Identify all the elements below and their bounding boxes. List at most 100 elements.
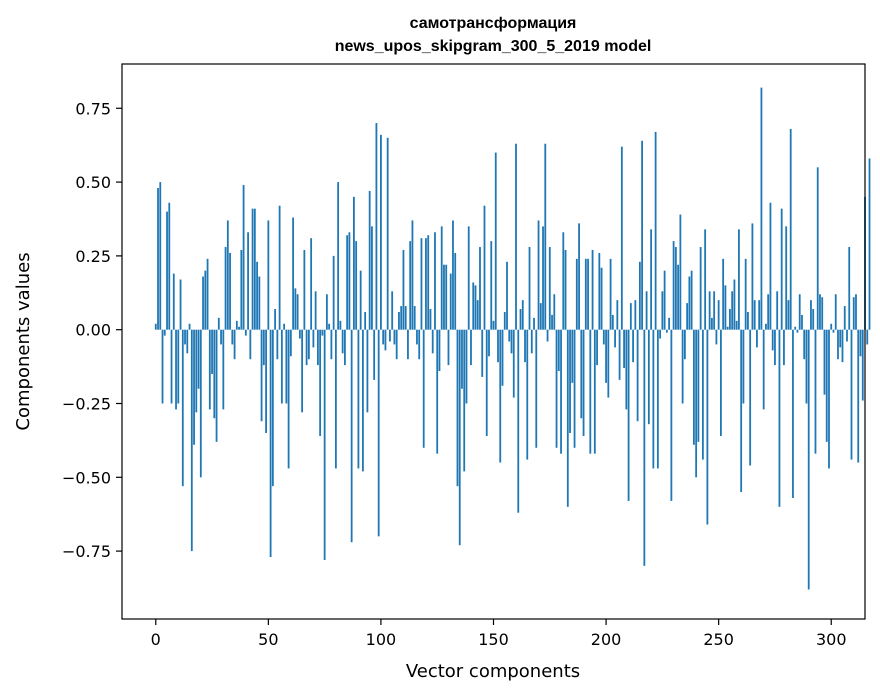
bar-26: [213, 329, 216, 419]
bar-276: [776, 291, 779, 330]
bar-238: [690, 270, 693, 330]
bar-110: [402, 249, 405, 330]
bar-88: [353, 196, 355, 330]
x-tick-label: 200: [591, 630, 622, 649]
bar-96: [371, 226, 373, 330]
bar-102: [384, 329, 387, 351]
bar-247: [711, 317, 713, 330]
bar-107: [395, 329, 398, 360]
bar-67: [305, 329, 308, 366]
bar-173: [544, 143, 547, 330]
bar-308: [848, 247, 851, 330]
bar-274: [771, 329, 774, 351]
bar-291: [810, 300, 812, 330]
bar-311: [855, 294, 857, 330]
bar-30: [222, 329, 225, 410]
bar-194: [591, 249, 594, 330]
bar-199: [602, 329, 605, 345]
bar-209: [625, 329, 628, 410]
bar-266: [753, 300, 756, 330]
bar-45: [256, 261, 258, 330]
bar-117: [418, 329, 421, 360]
bar-20: [199, 329, 202, 478]
bar-182: [564, 249, 567, 330]
bar-303: [837, 329, 839, 360]
bar-25: [211, 329, 213, 374]
bar-257: [733, 279, 736, 330]
bar-297: [823, 329, 826, 395]
bar-73: [319, 329, 322, 436]
bar-28: [217, 317, 220, 330]
bar-310: [852, 297, 855, 330]
bar-192: [587, 258, 589, 330]
bar-94: [366, 329, 369, 413]
bar-82: [339, 320, 342, 330]
bar-260: [740, 329, 743, 493]
bar-37: [238, 326, 240, 330]
bar-231: [674, 247, 677, 330]
bar-202: [609, 258, 612, 330]
bar-114: [411, 220, 414, 330]
bar-269: [760, 87, 763, 330]
bar-140: [470, 329, 472, 366]
bar-277: [778, 329, 781, 507]
bar-66: [303, 249, 306, 330]
bar-75: [323, 329, 326, 560]
bar-65: [301, 329, 304, 413]
bar-316: [866, 329, 869, 345]
bar-241: [697, 329, 700, 442]
bar-281: [787, 300, 790, 330]
bar-71: [314, 291, 317, 330]
bar-189: [580, 329, 583, 419]
bar-286: [798, 294, 801, 330]
bar-307: [846, 329, 848, 342]
bar-35: [233, 329, 236, 360]
bar-122: [429, 309, 432, 330]
bar-272: [767, 294, 770, 330]
bar-127: [440, 226, 443, 330]
bar-43: [251, 208, 254, 330]
bar-13: [184, 329, 186, 345]
bar-278: [780, 208, 783, 330]
bar-312: [857, 329, 860, 463]
bar-70: [312, 329, 315, 348]
bar-2: [159, 182, 162, 330]
bar-217: [643, 329, 646, 566]
bar-213: [634, 300, 637, 330]
bar-147: [485, 329, 488, 436]
bar-136: [461, 329, 463, 389]
bar-223: [656, 329, 659, 469]
bar-58: [285, 329, 288, 404]
bar-169: [535, 329, 538, 448]
bar-84: [344, 329, 346, 366]
bar-203: [611, 314, 614, 330]
bar-99: [377, 329, 380, 537]
bar-146: [483, 205, 486, 330]
bar-93: [364, 311, 367, 330]
bar-210: [627, 329, 630, 501]
bar-24: [208, 329, 211, 410]
bar-268: [758, 300, 761, 330]
bar-22: [204, 270, 207, 330]
bar-165: [526, 329, 529, 460]
bar-184: [569, 329, 571, 434]
bar-234: [681, 329, 684, 404]
bar-92: [362, 329, 364, 472]
bar-142: [474, 285, 477, 330]
bar-16: [190, 329, 193, 552]
bar-74: [321, 329, 324, 336]
bar-148: [488, 329, 490, 357]
bar-69: [310, 238, 313, 330]
bar-11: [179, 279, 182, 330]
bar-46: [258, 276, 261, 330]
y-tick-label: −0.75: [62, 542, 111, 561]
bar-85: [346, 235, 349, 330]
bar-98: [375, 123, 378, 330]
x-tick-label: 0: [151, 630, 161, 649]
bar-249: [715, 329, 718, 345]
x-tick-label: 300: [816, 630, 847, 649]
bar-295: [819, 294, 821, 330]
bar-12: [181, 329, 184, 487]
bar-116: [416, 329, 418, 345]
bar-226: [663, 270, 666, 330]
